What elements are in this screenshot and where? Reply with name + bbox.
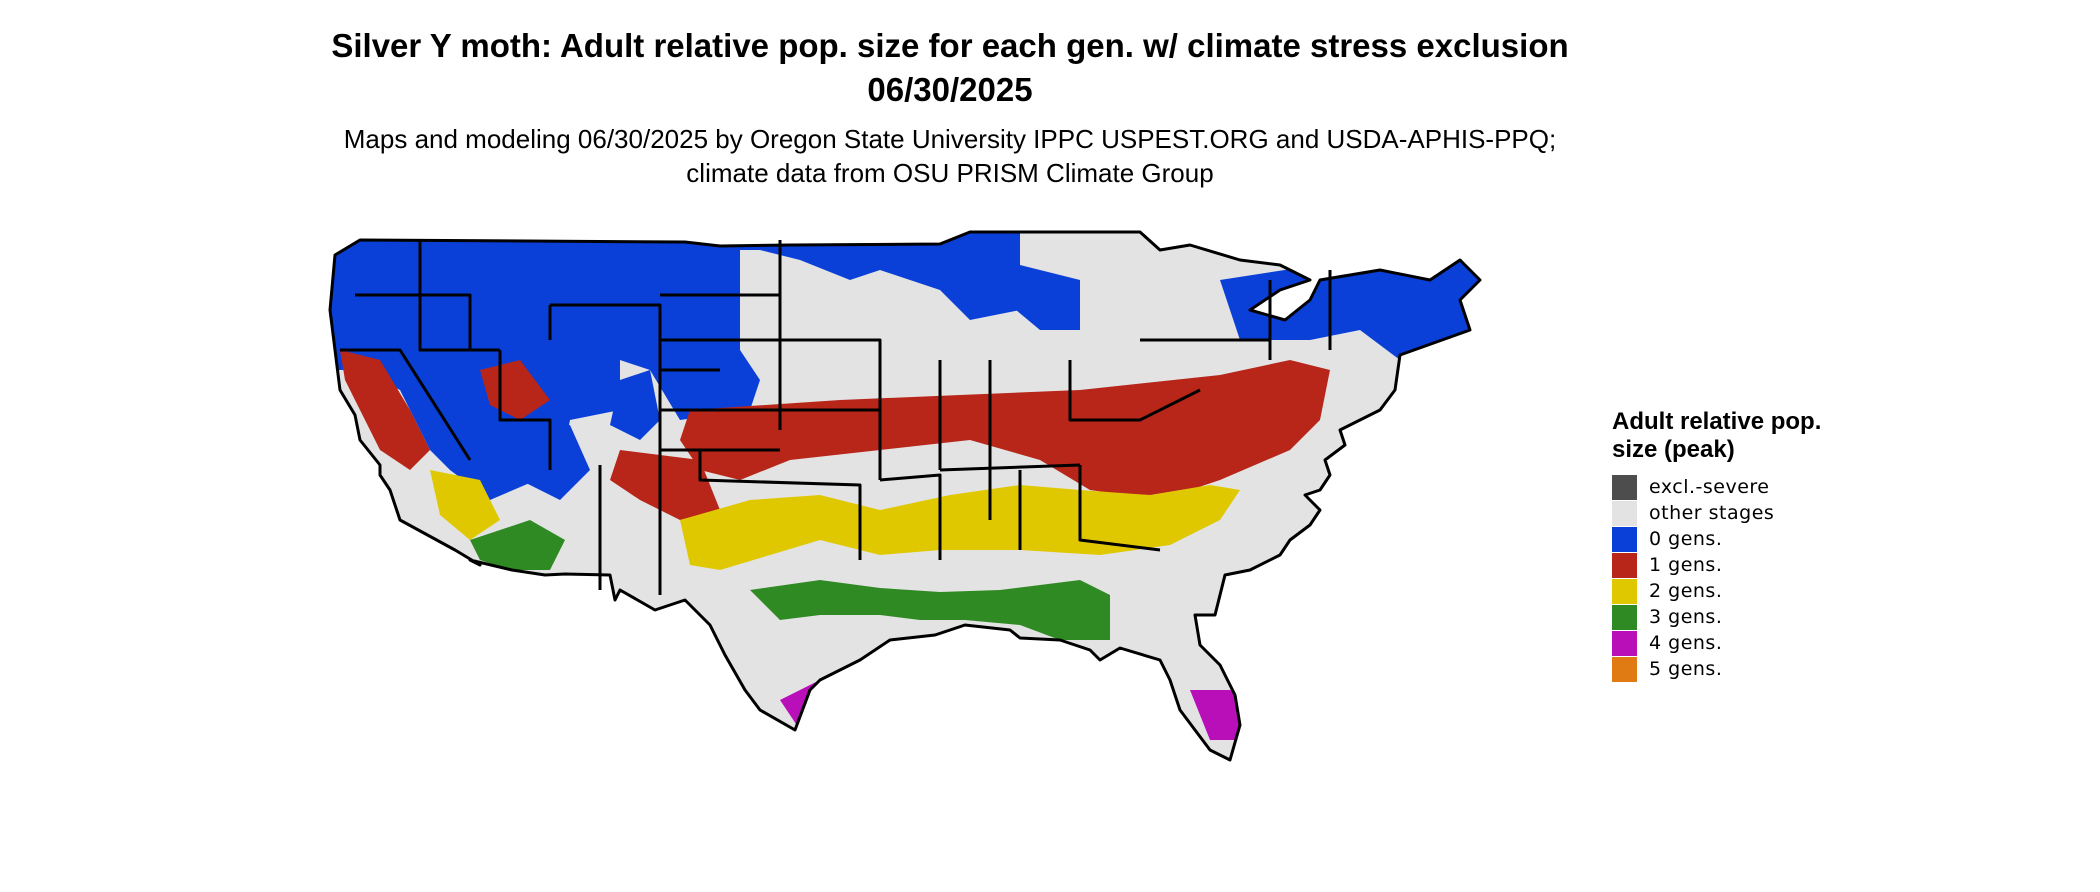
state-line-ar-la: [879, 473, 942, 560]
legend-item: other stages: [1612, 500, 1912, 526]
two-gens-region-arizona: [430, 470, 500, 540]
legend-swatch: [1612, 604, 1637, 630]
state-line-wa-or: [355, 293, 472, 350]
generation-regions: [330, 232, 1480, 760]
legend-label: 1 gens.: [1649, 554, 1723, 576]
legend-title: Adult relative pop. size (peak): [1612, 408, 1822, 463]
one-gen-region-california: [340, 350, 430, 470]
legend-item: 3 gens.: [1612, 604, 1912, 630]
legend-label: 5 gens.: [1649, 658, 1723, 680]
legend: Adult relative pop. size (peak) excl.-se…: [1612, 408, 1912, 682]
legend-swatch: [1612, 656, 1637, 682]
three-gens-region-arizona: [470, 520, 565, 570]
legend-swatch: [1612, 552, 1637, 578]
legend-item: excl.-severe: [1612, 474, 1912, 500]
legend-label: 2 gens.: [1649, 580, 1723, 602]
legend-swatch: [1612, 474, 1637, 500]
legend-label: excl.-severe: [1649, 476, 1770, 498]
legend-label: 3 gens.: [1649, 606, 1723, 628]
legend-label: other stages: [1649, 502, 1775, 524]
state-line-ok-tx: [698, 450, 862, 560]
legend-item: 1 gens.: [1612, 552, 1912, 578]
legend-swatch: [1612, 578, 1637, 604]
legend-item: 0 gens.: [1612, 526, 1912, 552]
two-gens-region-south: [680, 485, 1240, 570]
legend-label: 0 gens.: [1649, 528, 1723, 550]
legend-item: 2 gens.: [1612, 578, 1912, 604]
state-line-ga-sc: [1078, 465, 1161, 552]
one-gen-region-southwest: [610, 450, 720, 520]
state-line-ca-nv: [340, 348, 472, 461]
legend-swatch: [1612, 500, 1637, 526]
state-line-oh-pa: [1068, 360, 1201, 422]
legend-items: excl.-severe other stages 0 gens. 1 gens. 2 …: [1612, 474, 1912, 682]
one-gen-region-central: [680, 360, 1330, 500]
map-title: Silver Y moth: Adult relative pop. size …: [331, 27, 1569, 108]
legend-swatch: [1612, 526, 1637, 552]
state-line-ky-tn: [939, 463, 1081, 472]
zero-gens-region-utah: [610, 370, 660, 440]
legend-swatch: [1612, 630, 1637, 656]
us-map-svg: [328, 230, 1482, 762]
state-line-nv-ut: [498, 350, 552, 470]
zero-gens-region-west: [330, 232, 760, 500]
legend-label: 4 gens.: [1649, 632, 1723, 654]
three-gens-region-gulf: [750, 580, 1110, 640]
us-map: [320, 220, 1580, 890]
state-line-wy: [550, 303, 720, 372]
legend-item: 5 gens.: [1612, 656, 1912, 682]
one-gen-region-nevada: [480, 360, 550, 420]
legend-item: 4 gens.: [1612, 630, 1912, 656]
zero-gens-region-michigan: [1000, 260, 1080, 330]
state-line-ia-mo: [780, 338, 882, 480]
state-line-id: [418, 240, 500, 352]
state-borders: [328, 230, 1482, 762]
map-subtitle: Maps and modeling 06/30/2025 by Oregon S…: [343, 124, 1557, 188]
